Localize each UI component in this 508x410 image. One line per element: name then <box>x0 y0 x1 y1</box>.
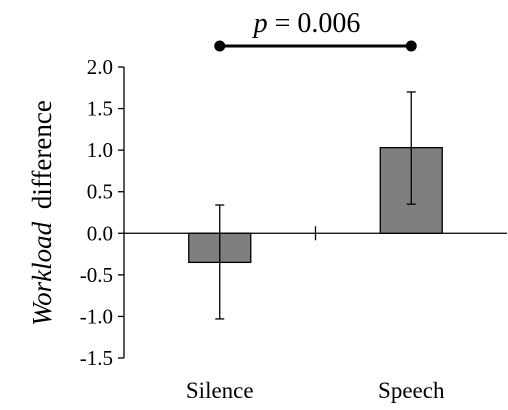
y-tick-label: 0.5 <box>87 180 113 204</box>
y-tick-label: 1.0 <box>87 138 113 162</box>
p-symbol: p <box>252 8 268 39</box>
y-tick-label: 2.0 <box>87 55 113 79</box>
category-label-silence: Silence <box>186 378 254 403</box>
bars <box>188 146 443 264</box>
error-bars <box>215 91 416 320</box>
y-axis-label: Workload difference <box>27 100 57 326</box>
y-tick-label: -0.5 <box>80 263 113 287</box>
y-ticks: 2.0 1.5 1.0 0.5 0.0 -0.5 -1.0 -1.5 <box>80 55 124 370</box>
p-value-label: p = 0.006 <box>252 8 361 39</box>
category-label-speech: Speech <box>378 378 445 403</box>
y-tick-label: 1.5 <box>87 97 113 121</box>
y-tick-label: -1.5 <box>80 346 113 370</box>
p-value-text: = 0.006 <box>268 8 361 39</box>
y-tick-label: -1.0 <box>80 304 113 328</box>
significance-annotation: p = 0.006 <box>214 8 417 52</box>
y-axis-label-rest: difference <box>27 100 57 209</box>
significance-dot-right <box>405 40 417 52</box>
y-tick-label: 0.0 <box>87 221 113 245</box>
significance-dot-left <box>214 40 226 52</box>
y-axis-label-italic: Workload <box>27 221 57 326</box>
category-labels: Silence Speech <box>186 378 445 403</box>
